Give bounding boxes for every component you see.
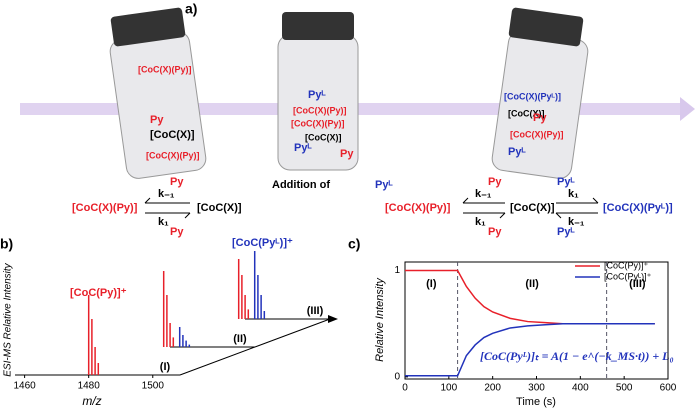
- spectrum-label: (I): [160, 361, 171, 373]
- x-tick-label: 300: [528, 383, 545, 394]
- x-tick-label: 200: [484, 383, 501, 394]
- y-axis-label: ESI-MS Relative Intensity: [3, 262, 14, 376]
- panel-label: a): [185, 1, 197, 17]
- equation-text: k₁: [568, 188, 579, 200]
- x-tick-label: 1500: [142, 381, 165, 392]
- equation-text: k₁: [475, 216, 486, 228]
- panel-label: c): [348, 236, 360, 252]
- x-tick-label: 600: [660, 383, 677, 394]
- panel-label: b): [0, 236, 13, 252]
- legend-label: [CoC(Py)]⁺: [604, 260, 649, 270]
- x-tick-label: 0: [402, 383, 408, 394]
- x-tick-label: 1460: [13, 381, 36, 392]
- vial-text: [CoC(X)(Py)]: [510, 129, 564, 139]
- x-axis-label: m/z: [82, 394, 101, 408]
- arrow-head: [680, 97, 695, 121]
- equation-text: [CoC(X)(Py)]: [385, 202, 451, 214]
- vial-text: Pyᴸ: [294, 142, 312, 154]
- series-line: [405, 322, 655, 377]
- legend-label: [CoC(Pyᴸ)]⁺: [604, 271, 652, 281]
- x-axis-label: Time (s): [516, 396, 556, 408]
- region-label: (II): [525, 278, 539, 290]
- equation-text: Py: [488, 226, 502, 238]
- y-tick-label: 0: [394, 372, 400, 383]
- x-tick-label: 100: [440, 383, 457, 394]
- caption: Addition of: [272, 179, 330, 191]
- caption: Pyᴸ: [375, 179, 393, 191]
- vial: [109, 31, 589, 179]
- vial-text: [CoC(X)(Py)]: [138, 64, 192, 74]
- equation-text: k₋₁: [158, 188, 175, 200]
- vial-text: [CoC(X)]: [508, 108, 545, 118]
- vial-text: [CoC(X)(Py)]: [293, 105, 347, 115]
- spectrum-label: (III): [307, 305, 324, 317]
- region-label: (I): [426, 278, 437, 290]
- equation-text: k₋₁: [568, 216, 585, 228]
- equation-text: k₋₁: [475, 188, 492, 200]
- equation: [CoC(Pyᴸ)]ₜ = A(1 − e^(−k_MS·t)) + L₀: [480, 349, 674, 363]
- vial-text: Py: [340, 148, 354, 160]
- equation-text: Py: [488, 176, 502, 188]
- vial-text: [CoC(X)(Pyᴸ)]: [504, 91, 561, 101]
- x-tick-label: 1480: [78, 381, 101, 392]
- vial-text: [CoC(X)]: [150, 129, 195, 141]
- equation-text: [CoC(X)]: [510, 202, 555, 214]
- vial-text: Py: [533, 112, 547, 124]
- equation-text: Pyᴸ: [557, 176, 575, 188]
- vial-text: [CoC(X)]: [305, 132, 342, 142]
- peak-label: [CoC(Pyᴸ)]⁺: [232, 237, 293, 249]
- vial-text: Pyᴸ: [508, 146, 526, 158]
- vial-text: Py: [150, 114, 164, 126]
- equation-text: [CoC(X)(Pyᴸ)]: [603, 202, 673, 214]
- region-label: (III): [629, 278, 646, 290]
- peak-label: [CoC(Py)]⁺: [70, 287, 127, 299]
- equation-text: Py: [170, 226, 184, 238]
- y-tick-label: 1: [394, 265, 400, 276]
- axis: [254, 318, 331, 348]
- equation-text: [CoC(X)]: [197, 202, 242, 214]
- axis: [179, 346, 256, 376]
- arrow-head: [328, 315, 338, 323]
- y-axis-label: Relative Intensity: [374, 277, 386, 362]
- equation-text: Py: [170, 176, 184, 188]
- equation-text: [CoC(X)(Py)]: [72, 202, 138, 214]
- vial-text: [CoC(X)(Py)]: [146, 150, 200, 160]
- x-tick-label: 400: [572, 383, 589, 394]
- equation-text: Pyᴸ: [557, 226, 575, 238]
- vial-cap: [110, 7, 584, 47]
- spectrum-label: (II): [233, 333, 247, 345]
- equation-text: k₁: [158, 216, 169, 228]
- equilibrium-arrows: [144, 197, 599, 219]
- vial-text: Pyᴸ: [308, 89, 326, 101]
- vial-text: [CoC(X)(Py)]: [291, 118, 345, 128]
- x-tick-label: 500: [616, 383, 633, 394]
